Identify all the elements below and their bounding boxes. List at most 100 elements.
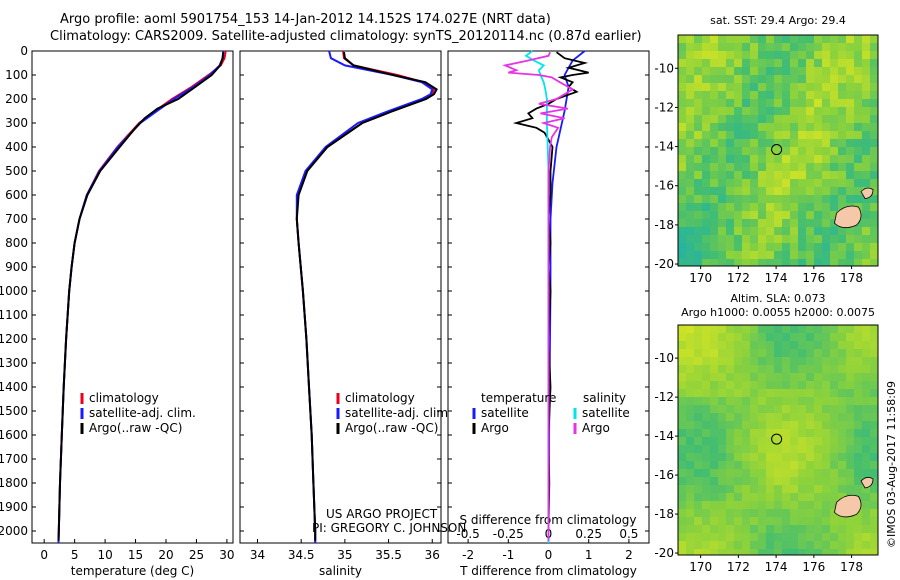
map-cell [710,251,718,259]
map-cell [862,123,870,131]
map-cell [790,421,798,429]
map-cell [782,413,790,421]
map-cell [742,35,750,43]
map-cell [702,397,710,405]
map-cell [854,99,862,107]
map-cell [862,131,870,139]
map-cell [750,357,758,365]
legend-label: satellite [582,406,630,420]
map-cell [854,131,862,139]
map-cell [726,429,734,437]
map-cell [806,163,814,171]
map-cell [782,259,790,266]
map-cell [718,373,726,381]
map-cell [838,373,846,381]
map-cell [798,461,806,469]
y-tick-label: 1300 [0,356,28,370]
map-cell [814,405,822,413]
map-cell [822,397,830,405]
map-cell [758,333,766,341]
map-cell [822,365,830,373]
map-cell [838,445,846,453]
map-cell [846,115,854,123]
map-cell [766,493,774,501]
map-cell [782,99,790,107]
map-cell [790,123,798,131]
map-cell [742,525,750,533]
map-cell [710,195,718,203]
map-cell [846,325,854,333]
map-cell [822,155,830,163]
map-cell [814,485,822,493]
map-cell [870,155,878,163]
map-cell [838,389,846,397]
map-cell [702,35,710,43]
map-cell [846,187,854,195]
map-cell [838,453,846,461]
map-cell [862,325,870,333]
map-cell [678,139,686,147]
map-cell [830,259,838,266]
map-cell [750,325,758,333]
map-cell [838,107,846,115]
map-cell [798,437,806,445]
map-cell [846,107,854,115]
map-cell [678,357,686,365]
map-cell [742,51,750,59]
map-cell [758,155,766,163]
map-cell [734,333,742,341]
map-cell [782,75,790,83]
map-cell [678,517,686,525]
map-x-tick-label: 178 [840,560,863,574]
map-cell [758,325,766,333]
map-cell [862,509,870,517]
map-cell [686,195,694,203]
map-cell [870,43,878,51]
map-cell [798,357,806,365]
map-cell [734,251,742,259]
map-cell [814,123,822,131]
map-cell [726,203,734,211]
map-cell [694,251,702,259]
map-cell [694,453,702,461]
map-cell [774,235,782,243]
map-cell [862,541,870,549]
map-cell [750,195,758,203]
map-cell [862,333,870,341]
map-x-tick-label: 172 [727,560,750,574]
map-cell [782,445,790,453]
map-cell [806,325,814,333]
map-cell [814,139,822,147]
legend-label: Argo(..raw -QC) [345,421,438,435]
map-cell [790,461,798,469]
map-cell [678,243,686,251]
map-cell [870,381,878,389]
map-cell [846,227,854,235]
map-cell [854,35,862,43]
title-line-2: Climatology: CARS2009. Satellite-adjuste… [50,29,642,44]
map-cell [758,405,766,413]
map-cell [726,67,734,75]
map-cell [814,243,822,251]
map-cell [870,477,878,485]
map-cell [750,445,758,453]
map-cell [710,429,718,437]
map-cell [702,453,710,461]
x-tick-label: 15 [128,548,143,562]
map-cell [734,485,742,493]
map-cell [718,123,726,131]
map-cell [854,405,862,413]
map-cell [822,413,830,421]
map-cell [734,243,742,251]
map-cell [854,259,862,266]
map-cell [822,517,830,525]
map-cell [702,533,710,541]
map-cell [734,259,742,266]
map-cell [846,147,854,155]
map-cell [742,211,750,219]
x-tick-label: 5 [71,548,79,562]
map-cell [806,533,814,541]
map-cell [710,365,718,373]
map-cell [830,83,838,91]
map-cell [798,341,806,349]
